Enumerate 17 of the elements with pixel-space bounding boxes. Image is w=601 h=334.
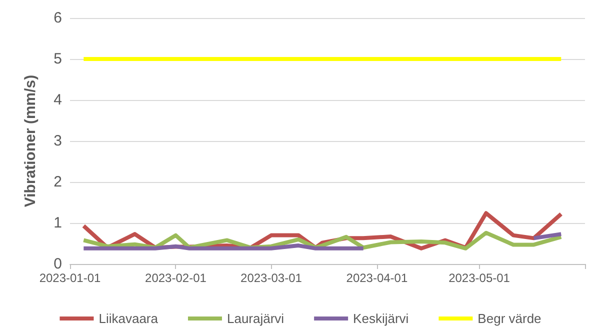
x-tick-label: 2023-02-01 [145,271,207,285]
legend-label: Laurajärvi [226,311,284,326]
y-tick-label: 6 [54,10,62,26]
x-tick-label: 2023-01-01 [39,271,102,285]
y-tick-label: 5 [54,50,62,68]
x-tick-label: 2023-04-01 [346,271,408,285]
x-tick-label: 2023-05-01 [448,271,510,285]
y-tick-label: 2 [54,174,62,190]
y-axis-title: Vibrationer (mm/s) [22,74,39,208]
y-tick-label: 1 [54,214,62,232]
legend-label: Begr värde [478,311,542,326]
x-tick-label: 2023-03-01 [240,271,302,285]
legend-label: Keskijärvi [353,311,409,326]
y-tick-label: 3 [54,132,62,150]
y-tick-label: 0 [54,256,62,272]
legend-label: Liikavaara [98,311,159,326]
y-tick-label: 4 [54,92,62,108]
